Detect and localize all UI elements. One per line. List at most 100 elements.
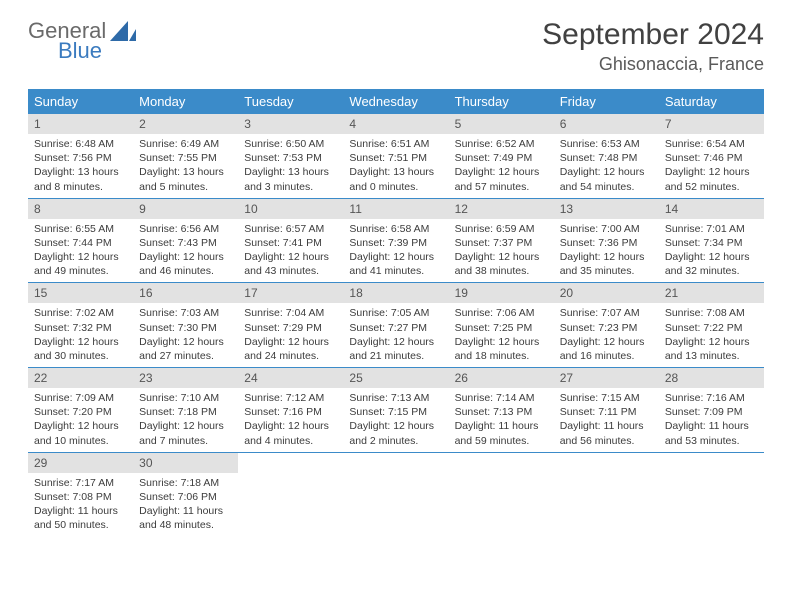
calendar-cell: 19Sunrise: 7:06 AMSunset: 7:25 PMDayligh…: [449, 283, 554, 368]
day-details: Sunrise: 7:16 AMSunset: 7:09 PMDaylight:…: [659, 388, 764, 452]
day-details: Sunrise: 6:59 AMSunset: 7:37 PMDaylight:…: [449, 219, 554, 283]
calendar-cell: 16Sunrise: 7:03 AMSunset: 7:30 PMDayligh…: [133, 283, 238, 368]
day-number: 27: [554, 368, 659, 388]
day-number: 1: [28, 114, 133, 134]
calendar-row: 1Sunrise: 6:48 AMSunset: 7:56 PMDaylight…: [28, 114, 764, 198]
day-header: Thursday: [449, 89, 554, 114]
day-details: Sunrise: 6:58 AMSunset: 7:39 PMDaylight:…: [343, 219, 448, 283]
calendar-cell: 14Sunrise: 7:01 AMSunset: 7:34 PMDayligh…: [659, 198, 764, 283]
calendar-cell: 3Sunrise: 6:50 AMSunset: 7:53 PMDaylight…: [238, 114, 343, 198]
day-header: Monday: [133, 89, 238, 114]
location: Ghisonaccia, France: [542, 54, 764, 75]
calendar-cell: 2Sunrise: 6:49 AMSunset: 7:55 PMDaylight…: [133, 114, 238, 198]
day-number: 22: [28, 368, 133, 388]
calendar-cell: 30Sunrise: 7:18 AMSunset: 7:06 PMDayligh…: [133, 452, 238, 536]
calendar-cell: [343, 452, 448, 536]
day-number: 25: [343, 368, 448, 388]
day-number: 3: [238, 114, 343, 134]
day-details: Sunrise: 7:00 AMSunset: 7:36 PMDaylight:…: [554, 219, 659, 283]
day-details: Sunrise: 6:52 AMSunset: 7:49 PMDaylight:…: [449, 134, 554, 198]
calendar-cell: 5Sunrise: 6:52 AMSunset: 7:49 PMDaylight…: [449, 114, 554, 198]
day-details: Sunrise: 7:14 AMSunset: 7:13 PMDaylight:…: [449, 388, 554, 452]
calendar-cell: [238, 452, 343, 536]
day-details: Sunrise: 7:04 AMSunset: 7:29 PMDaylight:…: [238, 303, 343, 367]
day-number: 8: [28, 199, 133, 219]
calendar-cell: 15Sunrise: 7:02 AMSunset: 7:32 PMDayligh…: [28, 283, 133, 368]
day-details: Sunrise: 7:12 AMSunset: 7:16 PMDaylight:…: [238, 388, 343, 452]
day-number: 23: [133, 368, 238, 388]
calendar-cell: 8Sunrise: 6:55 AMSunset: 7:44 PMDaylight…: [28, 198, 133, 283]
day-number: 4: [343, 114, 448, 134]
logo-word-2: Blue: [58, 38, 102, 64]
calendar-cell: 23Sunrise: 7:10 AMSunset: 7:18 PMDayligh…: [133, 368, 238, 453]
day-number: 15: [28, 283, 133, 303]
day-details: Sunrise: 6:56 AMSunset: 7:43 PMDaylight:…: [133, 219, 238, 283]
logo: General Blue: [28, 18, 136, 64]
calendar-cell: [554, 452, 659, 536]
calendar-cell: 29Sunrise: 7:17 AMSunset: 7:08 PMDayligh…: [28, 452, 133, 536]
day-number: 7: [659, 114, 764, 134]
calendar-cell: 18Sunrise: 7:05 AMSunset: 7:27 PMDayligh…: [343, 283, 448, 368]
calendar-cell: 24Sunrise: 7:12 AMSunset: 7:16 PMDayligh…: [238, 368, 343, 453]
day-number: 17: [238, 283, 343, 303]
calendar-cell: 9Sunrise: 6:56 AMSunset: 7:43 PMDaylight…: [133, 198, 238, 283]
day-details: Sunrise: 7:06 AMSunset: 7:25 PMDaylight:…: [449, 303, 554, 367]
day-details: Sunrise: 6:57 AMSunset: 7:41 PMDaylight:…: [238, 219, 343, 283]
calendar-cell: 27Sunrise: 7:15 AMSunset: 7:11 PMDayligh…: [554, 368, 659, 453]
calendar-cell: 13Sunrise: 7:00 AMSunset: 7:36 PMDayligh…: [554, 198, 659, 283]
day-number: 21: [659, 283, 764, 303]
day-details: Sunrise: 6:53 AMSunset: 7:48 PMDaylight:…: [554, 134, 659, 198]
day-details: Sunrise: 6:49 AMSunset: 7:55 PMDaylight:…: [133, 134, 238, 198]
calendar-cell: 26Sunrise: 7:14 AMSunset: 7:13 PMDayligh…: [449, 368, 554, 453]
calendar-row: 8Sunrise: 6:55 AMSunset: 7:44 PMDaylight…: [28, 198, 764, 283]
day-details: Sunrise: 6:51 AMSunset: 7:51 PMDaylight:…: [343, 134, 448, 198]
calendar-cell: [449, 452, 554, 536]
day-number: 9: [133, 199, 238, 219]
day-number: 19: [449, 283, 554, 303]
day-number: 28: [659, 368, 764, 388]
calendar-cell: 17Sunrise: 7:04 AMSunset: 7:29 PMDayligh…: [238, 283, 343, 368]
day-number: 24: [238, 368, 343, 388]
day-details: Sunrise: 7:15 AMSunset: 7:11 PMDaylight:…: [554, 388, 659, 452]
day-details: Sunrise: 7:08 AMSunset: 7:22 PMDaylight:…: [659, 303, 764, 367]
day-header-row: Sunday Monday Tuesday Wednesday Thursday…: [28, 89, 764, 114]
day-number: 16: [133, 283, 238, 303]
day-number: 2: [133, 114, 238, 134]
day-details: Sunrise: 6:54 AMSunset: 7:46 PMDaylight:…: [659, 134, 764, 198]
day-details: Sunrise: 6:50 AMSunset: 7:53 PMDaylight:…: [238, 134, 343, 198]
day-number: 5: [449, 114, 554, 134]
calendar-cell: 11Sunrise: 6:58 AMSunset: 7:39 PMDayligh…: [343, 198, 448, 283]
calendar-cell: 20Sunrise: 7:07 AMSunset: 7:23 PMDayligh…: [554, 283, 659, 368]
calendar-row: 22Sunrise: 7:09 AMSunset: 7:20 PMDayligh…: [28, 368, 764, 453]
calendar-cell: 4Sunrise: 6:51 AMSunset: 7:51 PMDaylight…: [343, 114, 448, 198]
calendar-cell: 6Sunrise: 6:53 AMSunset: 7:48 PMDaylight…: [554, 114, 659, 198]
day-details: Sunrise: 7:10 AMSunset: 7:18 PMDaylight:…: [133, 388, 238, 452]
day-header: Tuesday: [238, 89, 343, 114]
day-details: Sunrise: 7:05 AMSunset: 7:27 PMDaylight:…: [343, 303, 448, 367]
day-number: 26: [449, 368, 554, 388]
calendar-cell: 22Sunrise: 7:09 AMSunset: 7:20 PMDayligh…: [28, 368, 133, 453]
day-details: Sunrise: 6:48 AMSunset: 7:56 PMDaylight:…: [28, 134, 133, 198]
day-number: 29: [28, 453, 133, 473]
day-number: 13: [554, 199, 659, 219]
day-number: 12: [449, 199, 554, 219]
day-details: Sunrise: 7:09 AMSunset: 7:20 PMDaylight:…: [28, 388, 133, 452]
calendar-cell: 1Sunrise: 6:48 AMSunset: 7:56 PMDaylight…: [28, 114, 133, 198]
day-details: Sunrise: 7:01 AMSunset: 7:34 PMDaylight:…: [659, 219, 764, 283]
calendar-cell: 21Sunrise: 7:08 AMSunset: 7:22 PMDayligh…: [659, 283, 764, 368]
day-details: Sunrise: 7:13 AMSunset: 7:15 PMDaylight:…: [343, 388, 448, 452]
calendar-cell: 10Sunrise: 6:57 AMSunset: 7:41 PMDayligh…: [238, 198, 343, 283]
day-number: 20: [554, 283, 659, 303]
day-details: Sunrise: 7:07 AMSunset: 7:23 PMDaylight:…: [554, 303, 659, 367]
day-number: 18: [343, 283, 448, 303]
calendar-cell: [659, 452, 764, 536]
calendar-row: 29Sunrise: 7:17 AMSunset: 7:08 PMDayligh…: [28, 452, 764, 536]
day-header: Friday: [554, 89, 659, 114]
day-header: Saturday: [659, 89, 764, 114]
calendar-row: 15Sunrise: 7:02 AMSunset: 7:32 PMDayligh…: [28, 283, 764, 368]
calendar-cell: 28Sunrise: 7:16 AMSunset: 7:09 PMDayligh…: [659, 368, 764, 453]
calendar-cell: 7Sunrise: 6:54 AMSunset: 7:46 PMDaylight…: [659, 114, 764, 198]
day-details: Sunrise: 6:55 AMSunset: 7:44 PMDaylight:…: [28, 219, 133, 283]
day-number: 6: [554, 114, 659, 134]
calendar-table: Sunday Monday Tuesday Wednesday Thursday…: [28, 89, 764, 536]
